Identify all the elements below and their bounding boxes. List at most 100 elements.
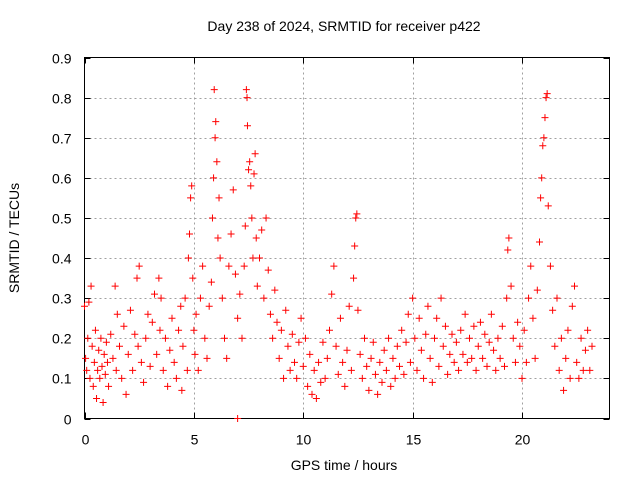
data-point [411,334,419,342]
data-point [98,362,106,370]
data-point [551,342,559,350]
data-point [264,266,272,274]
y-tick-label: 0.2 [52,331,72,347]
data-point [461,310,469,318]
data-point [113,310,121,318]
data-point [365,386,373,394]
data-point [503,294,511,302]
data-point [566,374,574,382]
data-point [201,334,209,342]
data-point [505,234,513,242]
data-point [398,326,406,334]
data-point [241,222,249,230]
data-point [218,294,226,302]
data-point [343,346,351,354]
plot-frame [84,57,610,419]
data-point [269,334,277,342]
data-point [93,394,101,402]
data-point [336,314,344,322]
data-point [248,214,256,222]
data-point [536,238,543,246]
data-point [133,274,141,282]
data-point [212,118,220,126]
data-point [353,210,361,218]
data-point [553,294,561,302]
data-point [339,358,347,366]
data-point [118,374,126,382]
data-point [101,370,109,378]
data-point [351,242,359,250]
data-point [455,366,463,374]
data-point [540,134,548,142]
data-point [431,334,438,342]
data-point [84,334,92,342]
data-point [522,358,530,366]
data-point [249,254,257,262]
data-point [463,358,471,366]
x-tick-label: 20 [515,432,531,448]
data-point [275,354,283,362]
data-point [490,346,498,354]
data-point [531,354,539,362]
data-point [91,326,99,334]
data-point [378,378,386,386]
data-point [518,374,526,382]
data-point [588,342,596,350]
data-point [543,90,551,98]
data-point [446,350,454,358]
data-point [280,374,288,382]
data-point [361,334,368,342]
data-point [88,342,96,350]
data-point [122,390,130,398]
data-point [579,366,587,374]
data-point [140,378,148,386]
data-point [178,386,186,394]
data-point [100,350,108,358]
data-point [507,282,515,290]
data-point [190,326,198,334]
data-point [196,294,204,302]
data-point [529,314,537,322]
data-point [468,354,476,362]
data-point [250,170,258,178]
data-point [151,290,158,298]
data-point [466,334,473,342]
data-point [415,314,423,322]
data-point [568,302,576,310]
data-point [102,338,110,346]
data-point [277,326,285,334]
data-point [511,358,519,366]
data-point [549,306,557,314]
grid-lines [84,57,610,419]
data-point [203,354,211,362]
data-point [382,366,390,374]
data-point [586,366,594,374]
y-tick-label: 0 [64,412,72,428]
data-point [148,318,156,326]
data-point [542,94,550,102]
data-point [166,346,174,354]
data-point [310,366,318,374]
data-point [555,366,563,374]
data-point [251,150,259,158]
data-point [266,310,274,318]
data-point [245,166,253,174]
data-point [229,186,237,194]
data-point [179,342,187,350]
data-point [161,334,169,342]
data-point [323,354,331,362]
data-point [560,386,568,394]
data-point [291,358,298,366]
data-point [363,362,371,370]
x-tick-label: 5 [191,432,199,448]
data-point [420,374,428,382]
data-point [387,382,395,390]
data-point [439,342,447,350]
data-point [221,334,228,342]
data-point [396,362,403,370]
data-point [402,338,410,346]
data-point [538,174,546,182]
data-point [450,358,458,366]
data-point [299,362,307,370]
data-point [164,382,172,390]
